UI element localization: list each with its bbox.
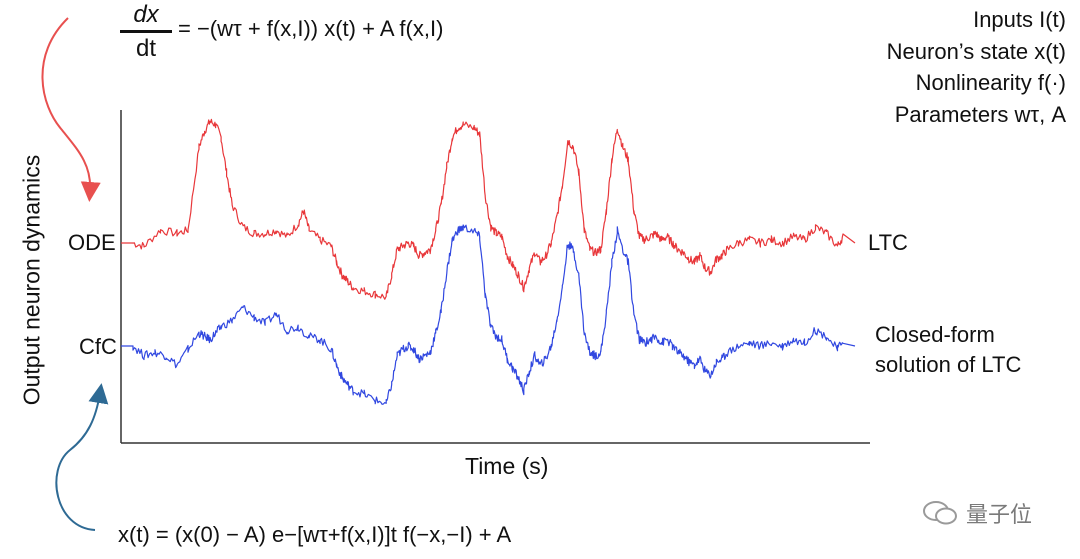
legend-nonlinearity: Nonlinearity f(·) — [915, 70, 1066, 95]
cfc-row-label: CfC — [79, 334, 117, 359]
ltc-series-line — [121, 118, 856, 300]
watermark-text: 量子位 — [966, 502, 1033, 527]
cfc-series-line — [121, 224, 856, 405]
fraction-denominator: dt — [135, 35, 156, 62]
derivative-fraction: dx dt — [120, 0, 172, 62]
ode-row-label: ODE — [68, 230, 116, 255]
ode-rhs: = −(wτ + f(x,I)) x(t) + A f(x,I) — [178, 16, 444, 41]
ltc-series-label: LTC — [868, 230, 908, 255]
ode-arrow — [41, 17, 101, 202]
ode-equation: dx dt = −(wτ + f(x,I)) x(t) + A f(x,I) — [120, 0, 640, 70]
watermark: 量子位 — [922, 497, 1032, 529]
closed-form-label-text: Closed-form solution of LTC — [875, 322, 1022, 377]
fraction-bar — [120, 30, 172, 33]
cfc-arrow — [55, 383, 109, 531]
wechat-icon — [923, 501, 957, 525]
closed-form-series-label: Closed-form solution of LTC — [875, 320, 1065, 380]
legend-parameters: Parameters wτ, A — [894, 101, 1066, 127]
fraction-numerator: dx — [133, 1, 159, 28]
variable-legend: Inputs I(t) Neuron’s state x(t) Nonlinea… — [887, 4, 1066, 130]
y-axis-label: Output neuron dynamics — [18, 154, 45, 406]
closed-form-equation: x(t) = (x(0) − A) e−[wτ+f(x,I)]t f(−x,−I… — [118, 522, 512, 547]
legend-inputs: Inputs I(t) — [973, 7, 1066, 32]
x-axis-label: Time (s) — [465, 453, 549, 479]
legend-state: Neuron’s state x(t) — [886, 38, 1066, 64]
series-layer — [121, 118, 856, 405]
